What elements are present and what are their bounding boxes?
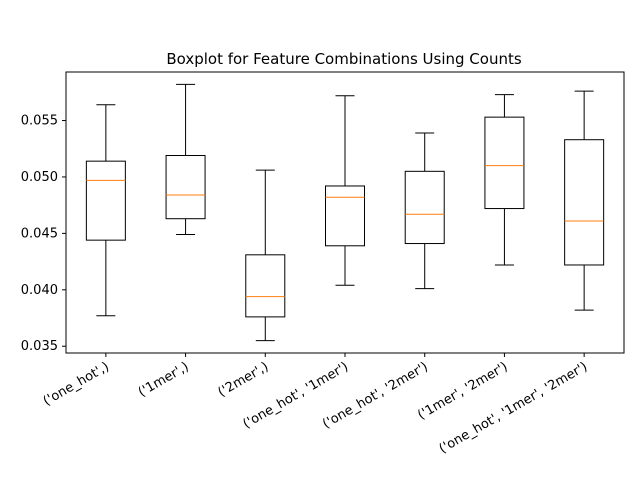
x-tick-label: ('one_hot', '1mer', '2mer') — [437, 359, 591, 456]
chart-title: Boxplot for Feature Combinations Using C… — [166, 50, 522, 68]
box — [85, 160, 126, 241]
plot-area: 0.035 0.040 0.045 0.050 0.055 ('one_hot',) ('1… — [21, 71, 625, 457]
box — [325, 185, 365, 247]
y-tick-label: 0.035 — [21, 339, 58, 354]
x-tick-label: ('1mer',) — [136, 359, 192, 400]
x-tick-label: ('one_hot',) — [41, 359, 112, 409]
x-tick-label: ('2mer',) — [216, 359, 272, 400]
y-tick-label: 0.050 — [21, 170, 58, 185]
box — [564, 139, 605, 266]
box — [404, 170, 445, 245]
box — [484, 116, 525, 210]
y-tick-label: 0.055 — [21, 114, 58, 129]
box — [245, 254, 286, 318]
y-tick-label: 0.040 — [21, 283, 58, 298]
y-tick-label: 0.045 — [21, 226, 58, 241]
box — [165, 155, 206, 220]
